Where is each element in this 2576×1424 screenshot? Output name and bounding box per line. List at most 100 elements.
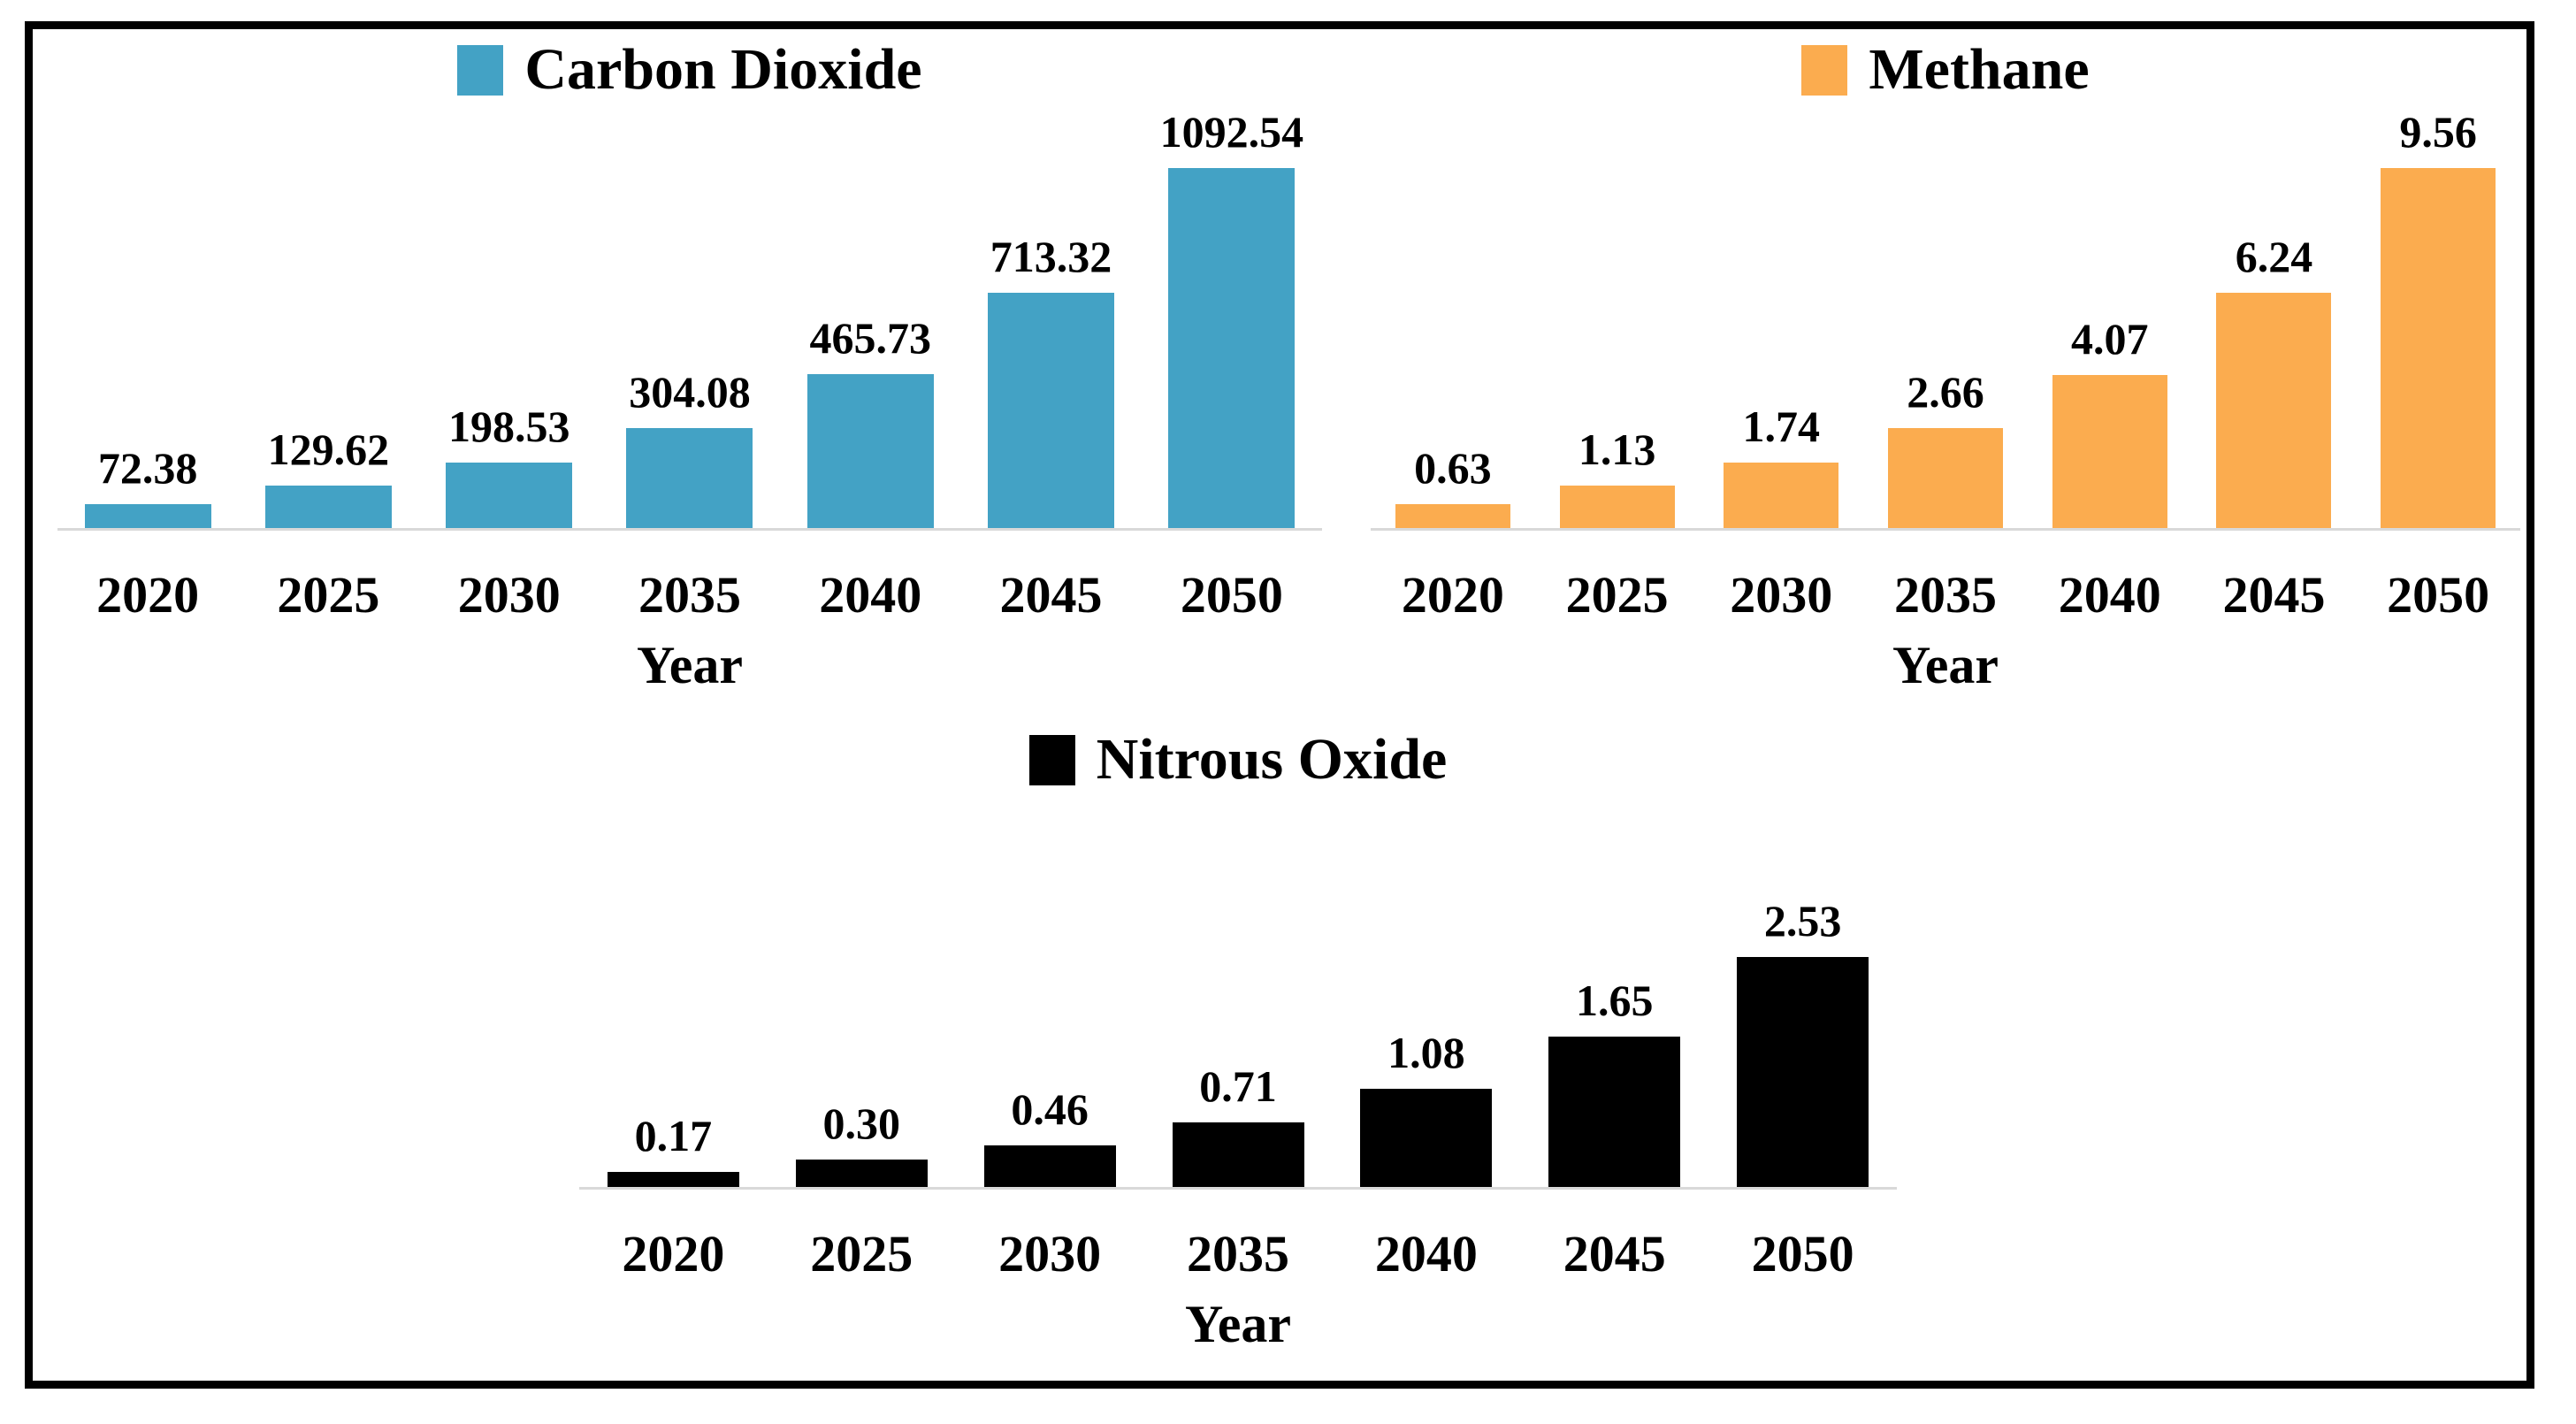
bar-group-2045: 1.65 — [1520, 796, 1708, 1187]
bar — [264, 485, 392, 528]
bar-value-label: 2.53 — [1763, 895, 1842, 946]
nitrous-oxide-plot-area: 0.17 0.30 0.46 0.71 1.08 1.65 2.53 — [579, 796, 1897, 1190]
x-tick-label-2025: 2025 — [810, 1225, 913, 1282]
bar-value-label: 0.63 — [1414, 443, 1492, 494]
methane-legend-label: Methane — [1869, 37, 2090, 102]
x-tick-label-2020: 2020 — [1401, 566, 1504, 624]
bar-group-2040: 465.73 — [780, 106, 960, 528]
bar-value-label: 72.38 — [97, 443, 198, 494]
bar — [1737, 956, 1869, 1187]
bar — [1360, 1088, 1493, 1187]
bar — [795, 1160, 928, 1187]
bar-value-label: 1.65 — [1575, 976, 1654, 1026]
x-tick-label-2025: 2025 — [1565, 566, 1669, 624]
x-tick-label-2050: 2050 — [1180, 566, 1283, 624]
bar — [1559, 485, 1675, 528]
nitrous-oxide-x-axis-ticks: 2020 2025 2030 2035 2040 2045 2050 — [579, 1229, 1897, 1280]
methane-x-axis-ticks: 2020 2025 2030 2035 2040 2045 2050 — [1371, 570, 2520, 621]
bar-value-label: 1.13 — [1578, 424, 1656, 474]
x-tick-label-2030: 2030 — [998, 1225, 1102, 1282]
bar-group-2030: 1.74 — [1699, 106, 1863, 528]
bar-group-2025: 129.62 — [238, 106, 418, 528]
bar-value-label: 0.30 — [822, 1099, 901, 1149]
x-tick-label-2025: 2025 — [277, 566, 380, 624]
bar-group-2040: 4.07 — [2028, 106, 2192, 528]
nitrous-oxide-legend-swatch — [1028, 734, 1075, 785]
bar — [1172, 1122, 1304, 1187]
nitrous-oxide-legend-label: Nitrous Oxide — [1096, 727, 1448, 792]
bar-group-2035: 304.08 — [600, 106, 780, 528]
bar-value-label: 0.71 — [1199, 1061, 1277, 1112]
x-tick-label-2020: 2020 — [96, 566, 200, 624]
bar — [626, 427, 753, 528]
bar-group-2025: 0.30 — [768, 796, 956, 1187]
bar-group-2050: 1092.54 — [1142, 106, 1322, 528]
bar-group-2045: 713.32 — [960, 106, 1141, 528]
x-tick-label-2040: 2040 — [2058, 566, 2161, 624]
x-tick-label-2035: 2035 — [638, 566, 741, 624]
bar-group-2045: 6.24 — [2192, 106, 2357, 528]
x-tick-label-2050: 2050 — [2387, 566, 2490, 624]
nitrous-oxide-legend: Nitrous Oxide — [579, 727, 1897, 792]
methane-legend: Methane — [1371, 37, 2520, 102]
bar — [2381, 167, 2496, 528]
methane-plot-area: 0.63 1.13 1.74 2.66 4.07 6.24 9.56 — [1371, 106, 2520, 531]
bar — [84, 504, 211, 528]
bar-value-label: 1092.54 — [1159, 106, 1304, 157]
bar-value-label: 465.73 — [809, 313, 932, 364]
x-tick-label-2035: 2035 — [1894, 566, 1998, 624]
methane-x-axis-title: Year — [1892, 636, 1999, 694]
x-tick-label-2040: 2040 — [1374, 1225, 1478, 1282]
nitrous-oxide-chart: Nitrous Oxide 0.17 0.30 0.46 0.71 1.08 1.65 2.… — [579, 727, 1897, 1353]
bar-value-label: 4.07 — [2070, 313, 2149, 364]
bar-value-label: 9.56 — [2399, 106, 2477, 157]
x-tick-label-2030: 2030 — [1730, 566, 1833, 624]
bar-value-label: 0.46 — [1011, 1083, 1089, 1134]
bar-group-2030: 0.46 — [956, 796, 1144, 1187]
bar — [988, 293, 1115, 528]
x-tick-label-2035: 2035 — [1187, 1225, 1289, 1282]
x-tick-label-2020: 2020 — [622, 1225, 725, 1282]
x-tick-label-2045: 2045 — [1563, 1225, 1666, 1282]
bar — [607, 1171, 739, 1187]
bar-group-2020: 0.63 — [1371, 106, 1535, 528]
bar — [446, 463, 573, 528]
carbon-dioxide-legend: Carbon Dioxide — [57, 41, 1322, 99]
carbon-dioxide-plot-area: 72.38 129.62 198.53 304.08 465.73 713.32 1092.… — [57, 106, 1322, 531]
bar-value-label: 6.24 — [2235, 232, 2313, 282]
bar-group-2050: 2.53 — [1708, 796, 1897, 1187]
bar-group-2025: 1.13 — [1535, 106, 1700, 528]
bar — [806, 374, 934, 528]
bar-value-label: 2.66 — [1907, 366, 1984, 417]
carbon-dioxide-chart: Carbon Dioxide 72.38 129.62 198.53 304.08 46… — [57, 41, 1322, 694]
methane-legend-swatch — [1801, 44, 1848, 96]
x-tick-label-2040: 2040 — [819, 566, 922, 624]
bar — [1888, 427, 2004, 528]
bar-value-label: 304.08 — [629, 366, 751, 417]
bar-group-2030: 198.53 — [419, 106, 600, 528]
bar-value-label: 1.74 — [1742, 401, 1821, 451]
bar-group-2035: 0.71 — [1144, 796, 1333, 1187]
bar — [1724, 462, 1839, 528]
bar-value-label: 129.62 — [267, 424, 390, 474]
bar — [1395, 504, 1510, 528]
bar-value-label: 0.17 — [634, 1110, 713, 1160]
bar — [983, 1145, 1116, 1187]
bar — [1168, 167, 1296, 528]
bar-group-2050: 9.56 — [2356, 106, 2520, 528]
bar-group-2040: 1.08 — [1332, 796, 1520, 1187]
bar-value-label: 198.53 — [447, 402, 570, 452]
carbon-dioxide-x-axis-title: Year — [637, 636, 743, 694]
x-tick-label-2030: 2030 — [457, 566, 561, 624]
carbon-dioxide-legend-swatch — [457, 44, 504, 96]
nitrous-oxide-x-axis-title: Year — [1185, 1295, 1291, 1353]
bar-value-label: 1.08 — [1387, 1027, 1465, 1077]
x-tick-label-2045: 2045 — [999, 566, 1103, 624]
bar — [2052, 374, 2167, 528]
bar-group-2035: 2.66 — [1863, 106, 2028, 528]
bar — [2216, 293, 2332, 528]
carbon-dioxide-x-axis-ticks: 2020 2025 2030 2035 2040 2045 2050 — [57, 570, 1322, 621]
bar-group-2020: 72.38 — [57, 106, 238, 528]
x-tick-label-2050: 2050 — [1751, 1225, 1854, 1282]
